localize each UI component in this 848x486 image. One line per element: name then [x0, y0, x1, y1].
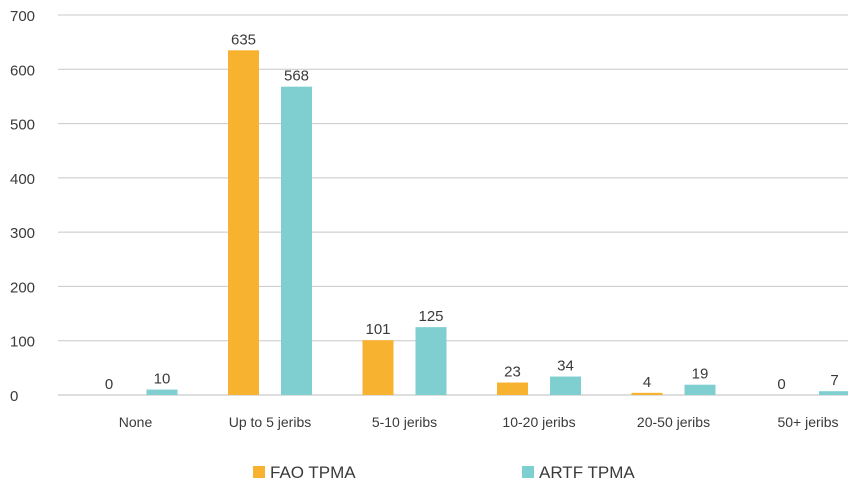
- y-tick-label: 700: [10, 8, 35, 25]
- data-label: 23: [504, 364, 521, 381]
- y-tick-label: 300: [10, 225, 35, 242]
- y-tick-label: 600: [10, 62, 35, 79]
- y-tick-label: 500: [10, 117, 35, 134]
- bar: [228, 50, 259, 396]
- bar: [684, 384, 716, 395]
- data-label: 10: [154, 371, 171, 388]
- data-labels: 0 10 635 568 101 125 23 34 4 19 0 7: [105, 31, 839, 393]
- category-label: 50+ jeribs: [777, 414, 838, 430]
- y-tick-label: 0: [10, 388, 18, 405]
- legend-swatch: [522, 466, 534, 478]
- legend: FAO TPMA ARTF TPMA: [253, 463, 635, 482]
- y-axis-tick-labels: 0 100 200 300 400 500 600 700: [10, 8, 35, 405]
- data-label: 4: [643, 374, 651, 391]
- legend-swatch: [253, 466, 265, 478]
- data-label: 125: [418, 308, 443, 325]
- bar: [497, 382, 528, 395]
- legend-label: FAO TPMA: [270, 463, 356, 482]
- bar: [415, 327, 447, 395]
- category-label: Up to 5 jeribs: [229, 414, 311, 430]
- legend-label: ARTF TPMA: [539, 463, 635, 482]
- bar: [146, 389, 178, 395]
- category-label: 20-50 jeribs: [637, 414, 710, 430]
- data-label: 34: [557, 358, 574, 375]
- category-label: 10-20 jeribs: [502, 414, 575, 430]
- gridlines: [58, 14, 848, 396]
- category-label: 5-10 jeribs: [372, 414, 437, 430]
- data-label: 0: [777, 376, 785, 393]
- y-tick-label: 400: [10, 171, 35, 188]
- y-tick-label: 100: [10, 334, 35, 351]
- bars: [146, 50, 848, 396]
- bar: [281, 86, 312, 396]
- bar: [631, 392, 663, 395]
- bar: [362, 340, 394, 395]
- y-tick-label: 200: [10, 279, 35, 296]
- category-label: None: [119, 414, 153, 430]
- x-axis-category-labels: None Up to 5 jeribs 5-10 jeribs 10-20 jerib…: [119, 414, 839, 430]
- bar: [819, 391, 848, 395]
- data-label: 0: [105, 376, 113, 393]
- data-label: 19: [692, 366, 709, 383]
- data-label: 568: [284, 68, 309, 85]
- data-label: 101: [365, 321, 390, 338]
- data-label: 7: [830, 372, 838, 389]
- data-label: 635: [231, 31, 256, 48]
- bar: [550, 376, 581, 395]
